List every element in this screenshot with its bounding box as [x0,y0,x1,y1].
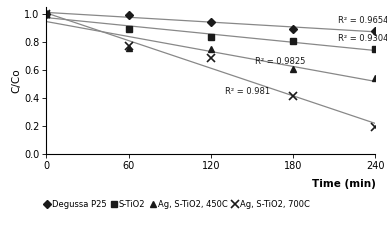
Text: R² = 0.9654: R² = 0.9654 [338,16,387,25]
Text: R² = 0.981: R² = 0.981 [224,87,270,96]
Y-axis label: C/Co: C/Co [11,68,21,93]
Text: Time (min): Time (min) [312,179,375,189]
Legend: Degussa P25, S-TiO2, Ag, S-TiO2, 450C, Ag, S-TiO2, 700C: Degussa P25, S-TiO2, Ag, S-TiO2, 450C, A… [44,200,310,209]
Text: R² = 0.9304: R² = 0.9304 [338,34,387,43]
Text: R² = 0.9825: R² = 0.9825 [255,57,305,66]
